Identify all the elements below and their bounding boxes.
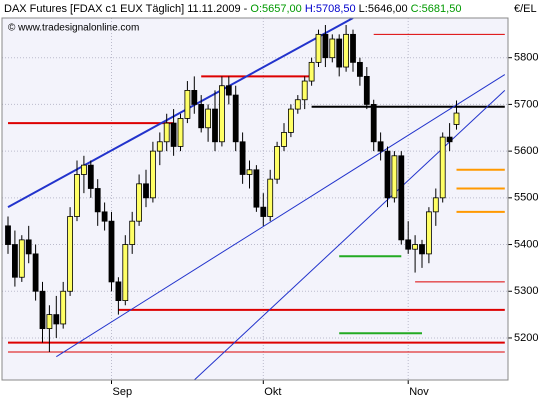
candle-body bbox=[301, 80, 308, 101]
candle-body bbox=[274, 146, 281, 180]
candle-body bbox=[25, 239, 32, 255]
candle-body bbox=[122, 244, 129, 301]
title-main: DAX Futures [FDAX c1 EUX Täglich] 11.11.… bbox=[4, 3, 248, 15]
candle-body bbox=[253, 169, 260, 208]
candle-body bbox=[356, 61, 363, 77]
candle-body bbox=[363, 75, 370, 105]
candle-body bbox=[177, 118, 184, 147]
y-tick-label: 5800 bbox=[514, 52, 538, 64]
y-tick-label: 5600 bbox=[514, 145, 538, 157]
candle-body bbox=[149, 150, 156, 199]
y-tick-label: 5700 bbox=[514, 98, 538, 110]
candle-body bbox=[184, 90, 191, 119]
candle-body bbox=[446, 136, 453, 143]
candle-body bbox=[143, 183, 149, 199]
candle-body bbox=[74, 174, 80, 217]
candle-body bbox=[218, 85, 225, 143]
candle-body bbox=[315, 33, 322, 63]
candle-body bbox=[232, 94, 239, 143]
y-tick-label: 5200 bbox=[514, 332, 538, 344]
candle-body bbox=[5, 225, 11, 245]
y-tick-label: 5500 bbox=[514, 192, 538, 204]
candle-body bbox=[108, 220, 115, 283]
candle-body bbox=[60, 290, 67, 325]
candle-body bbox=[329, 38, 336, 59]
candle-body bbox=[336, 38, 343, 68]
y-tick-label: 5300 bbox=[514, 285, 538, 297]
candle-body bbox=[308, 61, 315, 82]
candle-body bbox=[370, 104, 377, 143]
title-open: O:5657,00 bbox=[250, 3, 301, 15]
candle-body bbox=[267, 178, 274, 217]
chart-title: DAX Futures [FDAX c1 EUX Täglich] 11.11.… bbox=[4, 3, 461, 15]
candle-body bbox=[156, 141, 163, 152]
candle-body bbox=[94, 188, 101, 213]
candle-body bbox=[46, 314, 53, 330]
candle-body bbox=[239, 141, 246, 175]
candle-body bbox=[81, 164, 87, 175]
candle-body bbox=[419, 244, 425, 255]
x-tick-label: Okt bbox=[264, 386, 281, 398]
candle-body bbox=[205, 108, 212, 129]
candle-body bbox=[191, 90, 198, 105]
title-close: C:5681,50 bbox=[411, 3, 462, 15]
candle-body bbox=[101, 211, 108, 222]
candle-body bbox=[115, 281, 122, 301]
candle-body bbox=[439, 136, 446, 199]
trend-line bbox=[56, 74, 506, 358]
candle-body bbox=[377, 141, 384, 152]
candle-body bbox=[53, 314, 60, 325]
trend-line bbox=[193, 90, 506, 380]
candle-body bbox=[170, 122, 177, 147]
candle-body bbox=[163, 122, 170, 143]
candle-body bbox=[384, 150, 391, 199]
candle-body bbox=[39, 290, 46, 330]
candle-body bbox=[391, 155, 398, 199]
candle-body bbox=[225, 85, 232, 96]
candle-body bbox=[432, 197, 439, 213]
candle-body bbox=[405, 239, 412, 250]
candle-body bbox=[129, 220, 136, 245]
candle-body bbox=[18, 239, 25, 278]
candle-body bbox=[287, 108, 294, 133]
candle-body bbox=[246, 169, 253, 175]
y-tick-label: 5400 bbox=[514, 238, 538, 250]
candle-body bbox=[453, 112, 460, 125]
x-tick-label: Sep bbox=[113, 386, 133, 398]
candle-body bbox=[11, 244, 18, 278]
candle-body bbox=[32, 253, 39, 292]
candle-body bbox=[212, 108, 218, 143]
candle-body bbox=[87, 164, 94, 189]
trend-line bbox=[7, 18, 354, 209]
candle-body bbox=[425, 211, 432, 255]
candle-body bbox=[343, 33, 350, 68]
x-tick-label: Nov bbox=[409, 386, 429, 398]
watermark: © www.tradesignalonline.com bbox=[8, 23, 139, 34]
plot-border bbox=[1, 17, 509, 381]
candle-body bbox=[136, 183, 143, 222]
candle-body bbox=[350, 33, 356, 63]
candle-body bbox=[67, 216, 73, 292]
candle-body bbox=[398, 155, 405, 241]
candle-body bbox=[260, 206, 267, 217]
title-high: H:5708,50 bbox=[305, 3, 356, 15]
candle-body bbox=[322, 33, 329, 59]
candle-body bbox=[294, 99, 301, 110]
candle-body bbox=[198, 104, 205, 129]
title-low: L:5646,00 bbox=[359, 3, 408, 15]
y-axis-label: €/EL bbox=[514, 3, 537, 15]
candle-body bbox=[412, 244, 419, 250]
candle-body bbox=[281, 132, 287, 147]
